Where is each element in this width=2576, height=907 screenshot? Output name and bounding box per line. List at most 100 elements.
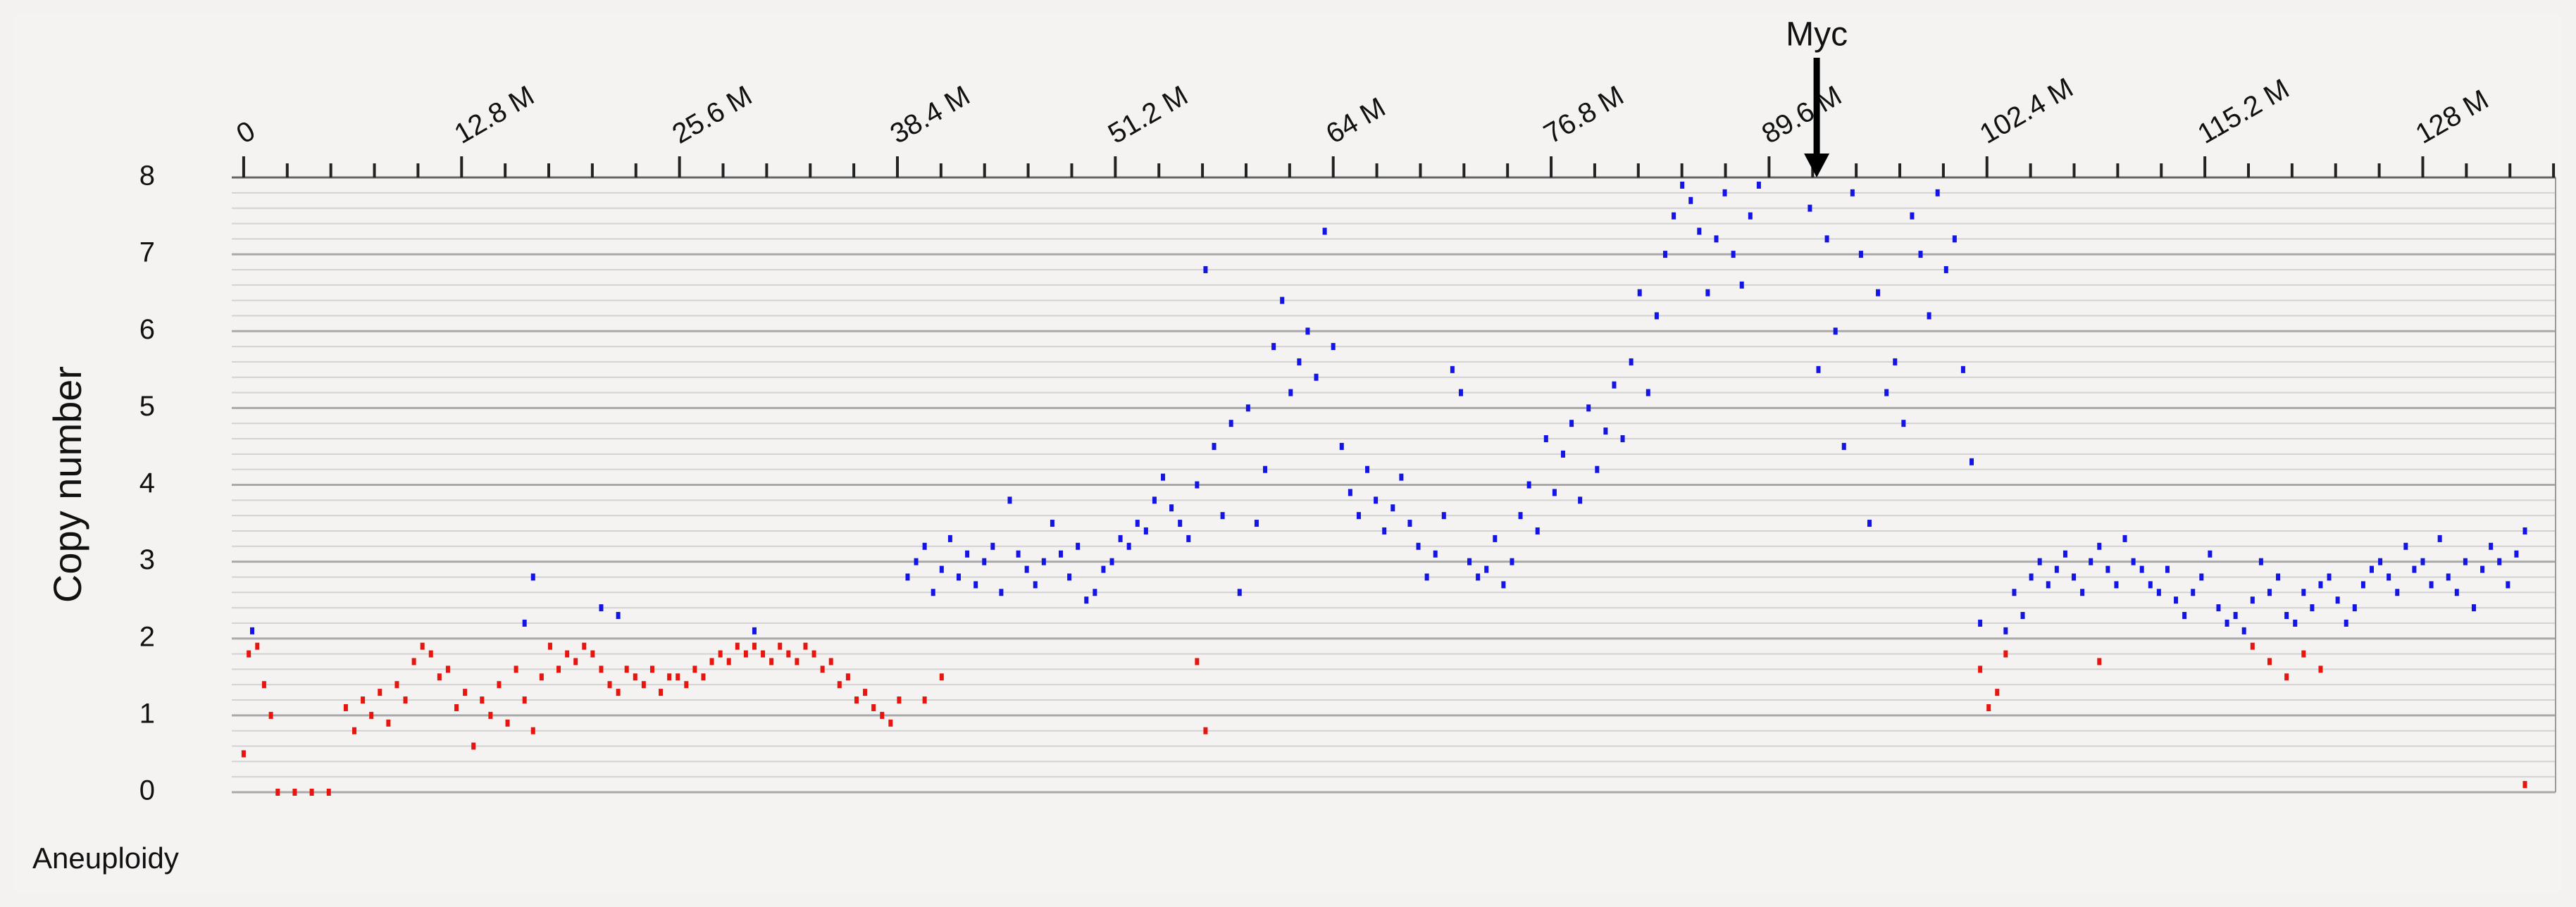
data-point: [845, 673, 850, 681]
data-point: [1884, 389, 1889, 396]
data-point: [1228, 420, 1233, 427]
data-point: [255, 642, 260, 650]
data-point: [863, 689, 868, 696]
data-point: [947, 534, 952, 542]
data-point: [701, 673, 706, 681]
data-point: [2284, 612, 2289, 620]
data-point: [1195, 658, 1200, 665]
data-point: [378, 689, 382, 696]
data-point: [2225, 619, 2229, 627]
data-point: [2182, 612, 2187, 620]
data-point: [2105, 565, 2110, 573]
data-point: [1850, 189, 1855, 196]
data-point: [1943, 265, 1948, 273]
data-point: [2318, 665, 2323, 673]
data-point: [275, 789, 280, 796]
data-point: [1203, 727, 1208, 734]
data-point: [539, 673, 544, 681]
data-point: [1662, 251, 1667, 258]
data-point: [1672, 212, 1676, 220]
data-point: [1680, 181, 1685, 189]
data-point: [778, 642, 783, 650]
data-point: [735, 642, 740, 650]
data-point: [2174, 596, 2179, 604]
data-point: [2352, 604, 2357, 612]
data-point: [1254, 520, 1259, 527]
data-point: [2003, 650, 2008, 658]
data-point: [2344, 619, 2348, 627]
data-point: [2429, 581, 2434, 589]
data-point: [2097, 658, 2102, 665]
data-point: [352, 727, 357, 734]
data-point: [2012, 589, 2017, 596]
data-point: [1901, 420, 1906, 427]
data-point: [1841, 442, 1846, 450]
data-point: [692, 665, 697, 673]
data-point: [1952, 235, 1957, 243]
annotation-label: Myc: [1786, 16, 1848, 54]
data-point: [2497, 558, 2502, 565]
data-point: [659, 689, 664, 696]
data-point: [2062, 550, 2067, 558]
y-tick-label: 7: [139, 237, 155, 268]
data-point: [2216, 604, 2221, 612]
data-point: [1263, 465, 1268, 473]
data-point: [871, 703, 876, 711]
data-point: [1867, 520, 1872, 527]
data-point: [530, 727, 535, 734]
data-point: [616, 689, 621, 696]
data-point: [369, 711, 374, 719]
data-point: [1637, 289, 1642, 296]
data-point: [2378, 558, 2383, 565]
data-point: [2454, 589, 2459, 596]
data-point: [811, 650, 816, 658]
data-point: [2522, 781, 2527, 789]
data-point: [454, 703, 459, 711]
data-point: [1109, 558, 1114, 565]
data-point: [1893, 358, 1898, 365]
data-point: [1629, 358, 1634, 365]
data-point: [1143, 527, 1148, 534]
data-point: [1620, 435, 1625, 443]
data-point: [2122, 534, 2127, 542]
data-point: [1135, 520, 1140, 527]
data-point: [463, 689, 468, 696]
data-point: [522, 619, 527, 627]
data-point: [1237, 589, 1242, 596]
data-point: [428, 650, 433, 658]
data-point: [2020, 612, 2025, 620]
data-point: [1280, 296, 1285, 304]
data-point: [1220, 512, 1225, 520]
data-point: [309, 789, 314, 796]
data-point: [1424, 573, 1429, 581]
data-point: [1935, 189, 1940, 196]
data-point: [1807, 204, 1812, 212]
data-point: [599, 604, 604, 612]
y-axis-label: Copy number: [45, 366, 89, 603]
data-point: [854, 696, 859, 704]
data-point: [1212, 442, 1217, 450]
data-point: [2165, 565, 2170, 573]
data-point: [1526, 481, 1531, 489]
data-point: [1348, 489, 1352, 496]
data-point: [1970, 458, 1974, 465]
data-point: [1816, 365, 1821, 373]
data-point: [497, 681, 502, 689]
data-point: [2506, 581, 2510, 589]
data-point: [2420, 558, 2425, 565]
data-point: [471, 742, 476, 750]
data-point: [2054, 565, 2059, 573]
data-point: [973, 581, 978, 589]
data-point: [1101, 565, 1106, 573]
data-point: [1084, 596, 1089, 604]
data-point: [522, 696, 527, 704]
data-point: [1705, 289, 1710, 296]
data-point: [1374, 496, 1379, 504]
data-point: [488, 711, 493, 719]
data-point: [1739, 281, 1744, 289]
data-point: [1271, 343, 1276, 351]
data-point: [1978, 619, 1983, 627]
data-point: [2412, 565, 2417, 573]
data-point: [1093, 589, 1097, 596]
data-point: [1007, 496, 1012, 504]
